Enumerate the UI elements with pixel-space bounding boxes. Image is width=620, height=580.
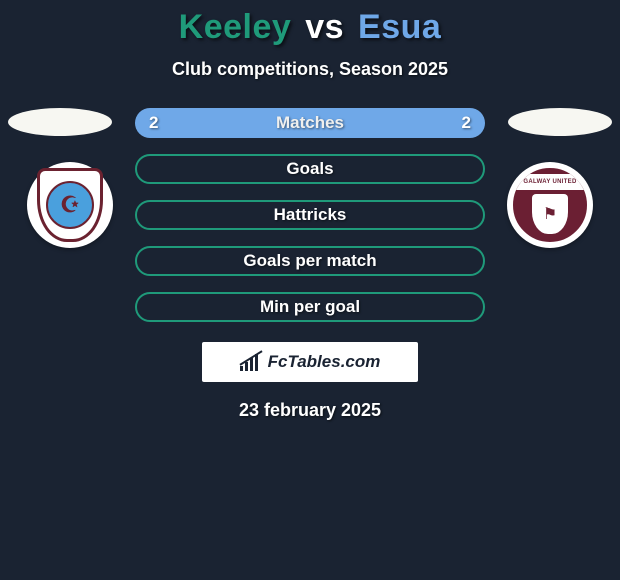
matches-label: Matches xyxy=(276,113,344,133)
bar-chart-icon xyxy=(240,353,262,371)
crest-band-text: GALWAY UNITED xyxy=(513,174,587,190)
page-title: Keeley vs Esua xyxy=(179,8,442,47)
team1-crest: ☪ xyxy=(20,162,120,248)
hattricks-label: Hattricks xyxy=(274,205,347,225)
stats-section: ☪ GALWAY UNITED ⚑ 2 Matches 2 Goals xyxy=(0,108,620,421)
player2-name: Esua xyxy=(358,8,441,46)
team2-crest: GALWAY UNITED ⚑ xyxy=(500,162,600,248)
stat-row-min-per-goal: Min per goal xyxy=(135,292,485,322)
stat-row-goals: Goals xyxy=(135,154,485,184)
team1-crest-circle: ☪ xyxy=(27,162,113,248)
branding-box[interactable]: FcTables.com xyxy=(202,342,418,382)
goals-label: Goals xyxy=(286,159,333,179)
player1-platform xyxy=(8,108,112,136)
stat-row-goals-per-match: Goals per match xyxy=(135,246,485,276)
stat-rows: 2 Matches 2 Goals Hattricks Goals per ma… xyxy=(135,108,485,322)
stat-row-hattricks: Hattricks xyxy=(135,200,485,230)
matches-right-value: 2 xyxy=(462,113,471,133)
team2-crest-circle: GALWAY UNITED ⚑ xyxy=(507,162,593,248)
player1-name: Keeley xyxy=(179,8,292,46)
round-crest-icon: GALWAY UNITED ⚑ xyxy=(510,165,590,245)
stat-row-matches: 2 Matches 2 xyxy=(135,108,485,138)
comparison-card: Keeley vs Esua Club competitions, Season… xyxy=(0,0,620,421)
gpm-label: Goals per match xyxy=(243,251,376,271)
matches-left-value: 2 xyxy=(149,113,158,133)
inner-shield-icon: ⚑ xyxy=(532,194,568,234)
mpg-label: Min per goal xyxy=(260,297,360,317)
vs-text: vs xyxy=(305,8,344,46)
shield-icon: ☪ xyxy=(37,168,103,242)
date-text: 23 february 2025 xyxy=(239,400,381,421)
crescent-star-icon: ☪ xyxy=(46,181,94,229)
branding-text: FcTables.com xyxy=(268,352,381,372)
player2-platform xyxy=(508,108,612,136)
subtitle: Club competitions, Season 2025 xyxy=(172,59,448,80)
